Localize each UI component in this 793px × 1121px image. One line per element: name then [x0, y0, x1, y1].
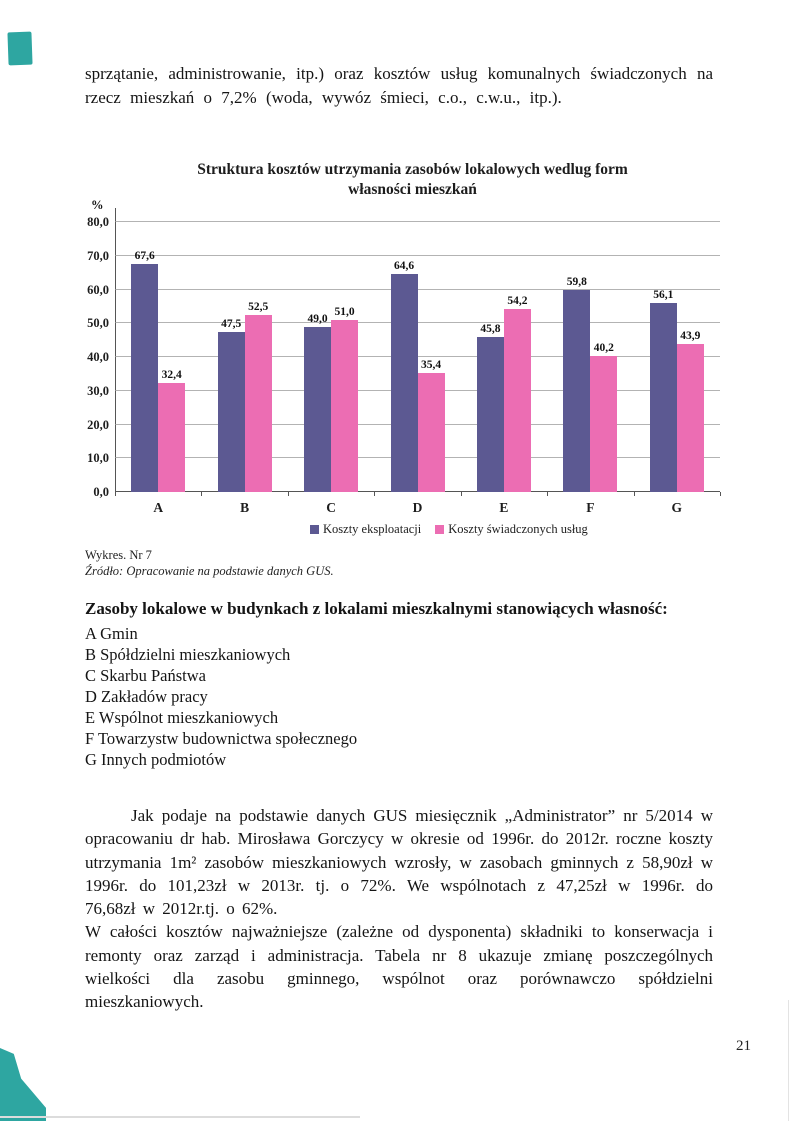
bar-A-series-1 — [131, 263, 159, 492]
chart-title-line1: Struktura kosztów utrzymania zasobów lok… — [197, 161, 628, 178]
y-tick-label: 60,0 — [87, 282, 109, 297]
x-category-label-B: B — [240, 500, 250, 515]
y-axis-unit-label: % — [91, 198, 104, 212]
scan-artifact-bottom-left — [0, 1048, 46, 1121]
x-tick — [374, 492, 376, 496]
scan-streak-right — [788, 1000, 789, 1121]
ownership-list-item: B Spółdzielni mieszkaniowych — [85, 645, 291, 664]
x-tick — [287, 492, 289, 496]
y-tick-label: 30,0 — [87, 383, 109, 398]
ownership-list-item: D Zakładów pracy — [85, 687, 208, 706]
bar-value-label: 45,8 — [480, 323, 501, 336]
section-heading: Zasoby lokalowe w budynkach z lokalami m… — [85, 599, 668, 618]
x-tick — [547, 492, 549, 496]
body-paragraph-1: Jak podaje na podstawie danych GUS miesi… — [85, 806, 713, 919]
ownership-list: A Gmin B Spółdzielni mieszkaniowych C Skar… — [85, 623, 697, 770]
bar-value-label: 56,1 — [653, 288, 674, 301]
x-category-label-G: G — [671, 500, 683, 515]
bar-C-series-2 — [331, 319, 359, 492]
bar-G-series-2 — [676, 343, 704, 492]
bar-B-series-2 — [244, 314, 272, 492]
bar-F-series-2 — [590, 356, 618, 492]
ownership-list-item: A Gmin — [85, 624, 138, 643]
bar-value-label: 59,8 — [566, 276, 587, 289]
figure-caption-block: Wykres. Nr 7 Źródło: Opracowanie na pods… — [85, 548, 334, 579]
plot-area: % 0,0 10,0 20,0 30,0 40,0 50,0 60,0 70,0 80,0 67,… — [87, 198, 721, 515]
intro-paragraph: sprzątanie, administrowanie, itp.) oraz … — [85, 64, 713, 107]
bar-F-series-1 — [563, 290, 591, 492]
legend-label: Koszty eksploatacji — [323, 522, 422, 536]
bar-value-label: 43,9 — [680, 329, 701, 342]
figure-source: Źródło: Opracowanie na podstawie danych … — [85, 563, 334, 578]
y-tick-label: 50,0 — [87, 316, 109, 331]
x-tick — [633, 492, 635, 496]
ownership-list-item: C Skarbu Państwa — [85, 666, 206, 685]
bar-B-series-1 — [217, 331, 245, 492]
y-tick-label: 70,0 — [87, 248, 109, 263]
y-tick-label: 40,0 — [87, 350, 109, 364]
scan-streak-bottom — [0, 1116, 360, 1118]
gridline — [115, 356, 720, 357]
gridline — [115, 322, 720, 324]
y-axis-line — [115, 208, 116, 492]
legend-item-koszty-eksploatacji: Koszty eksploatacji — [310, 522, 421, 537]
x-tick — [720, 492, 721, 496]
gridline — [115, 221, 720, 222]
gridline — [115, 288, 720, 290]
y-tick-label: 20,0 — [87, 417, 109, 432]
ownership-list-item: F Towarzystw budownictwa społecznego — [85, 729, 358, 748]
bar-value-label: 51,0 — [334, 305, 355, 318]
bar-G-series-1 — [649, 302, 677, 492]
y-tick-label: 80,0 — [87, 215, 109, 229]
x-category-label-A: A — [153, 500, 164, 515]
x-category-label-E: E — [499, 500, 509, 515]
x-tick — [201, 492, 203, 496]
bar-value-label: 35,4 — [420, 358, 442, 371]
x-tick — [460, 492, 462, 496]
y-tick-label: 0,0 — [93, 485, 109, 499]
legend-swatch-icon — [310, 525, 319, 534]
ownership-list-item: E Wspólnot mieszkaniowych — [85, 708, 279, 727]
page-number: 21 — [736, 1038, 751, 1054]
x-tick — [115, 492, 116, 496]
chart-legend: Koszty eksploatacji Koszty świadczonych … — [310, 522, 740, 537]
gridline — [115, 254, 720, 256]
bar-D-series-1 — [390, 273, 418, 492]
bar-value-label: 54,2 — [507, 295, 528, 308]
bar-value-label: 47,5 — [221, 317, 242, 330]
scan-artifact-top-left — [7, 31, 33, 66]
bar-A-series-2 — [158, 382, 186, 492]
ownership-section: Zasoby lokalowe w budynkach z lokalami m… — [85, 597, 697, 770]
bar-D-series-2 — [417, 372, 445, 492]
ownership-list-item: G Innych podmiotów — [85, 750, 227, 769]
bar-value-label: 67,6 — [134, 249, 155, 262]
bar-value-label: 49,0 — [307, 312, 328, 325]
body-paragraph-2: W całości kosztów najważniejsze (zależne… — [85, 922, 713, 1012]
bar-value-label: 64,6 — [393, 259, 415, 272]
x-category-label-C: C — [326, 500, 336, 515]
body-text: Jak podaje na podstawie danych GUS miesi… — [85, 804, 713, 1014]
legend-label: Koszty świadczonych usług — [448, 522, 588, 536]
figure-number: Wykres. Nr 7 — [85, 548, 152, 562]
legend-swatch-icon — [435, 525, 445, 534]
x-category-label-D: D — [412, 500, 423, 515]
bar-E-series-1 — [476, 337, 504, 492]
bar-value-label: 52,5 — [248, 300, 269, 313]
bar-C-series-1 — [304, 326, 332, 492]
bar-E-series-2 — [503, 309, 531, 492]
cost-structure-bar-chart: Struktura kosztów utrzymania zasobów lok… — [85, 160, 740, 537]
x-category-label-F: F — [586, 500, 595, 515]
bar-value-label: 40,2 — [593, 342, 614, 355]
chart-title-line2: własności mieszkań — [348, 181, 477, 198]
bar-value-label: 32,4 — [161, 368, 182, 381]
y-tick-label: 10,0 — [87, 451, 109, 466]
chart-title: Struktura kosztów utrzymania zasobów lok… — [85, 160, 740, 202]
legend-item-koszty-uslug: Koszty świadczonych usług — [435, 522, 588, 537]
plot-wrapper: % 0,0 10,0 20,0 30,0 40,0 50,0 60,0 70,0 80,0 67,… — [85, 198, 740, 520]
